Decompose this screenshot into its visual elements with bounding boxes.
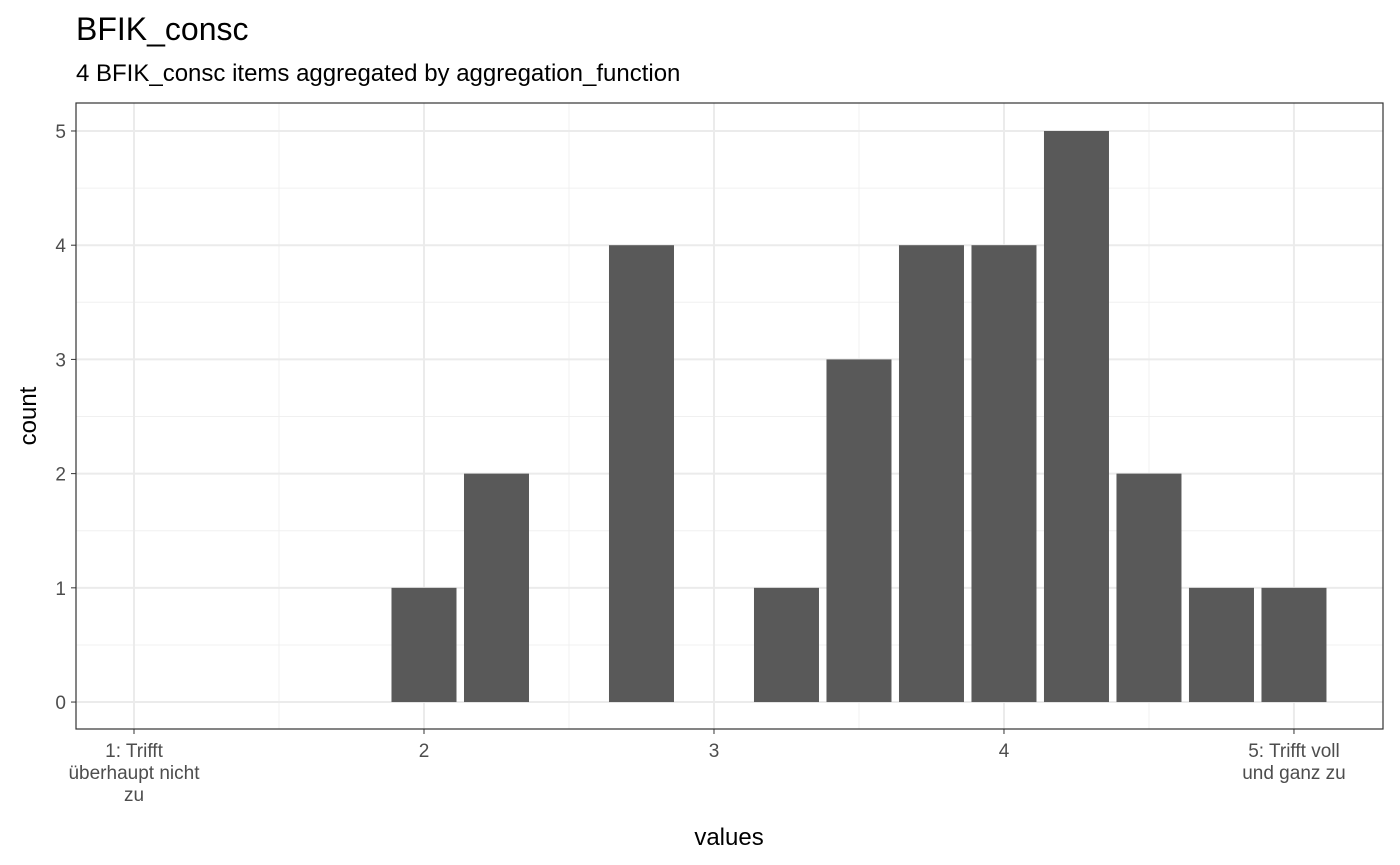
plot-background xyxy=(76,103,1383,729)
chart-subtitle: 4 BFIK_consc items aggregated by aggrega… xyxy=(76,60,680,87)
x-tick-label: 1: Trifft überhaupt nicht zu xyxy=(68,741,200,806)
bar xyxy=(608,245,674,703)
x-tick-label: 2 xyxy=(419,741,430,762)
bar xyxy=(463,473,529,703)
x-tick-label: 5: Trifft voll und ganz zu xyxy=(1242,741,1346,784)
y-tick-label: 0 xyxy=(55,693,66,714)
x-tick-label: 3 xyxy=(709,741,720,762)
y-axis-label: count xyxy=(15,386,42,445)
chart-title: BFIK_consc xyxy=(76,11,249,47)
y-tick-label: 5 xyxy=(55,122,66,143)
bar xyxy=(1116,473,1182,703)
y-tick-label: 3 xyxy=(55,350,66,371)
y-tick-label: 1 xyxy=(55,579,66,600)
plot-border xyxy=(75,102,1384,730)
y-tick-label: 2 xyxy=(55,465,66,486)
bar xyxy=(971,245,1037,703)
x-axis-label: values xyxy=(694,824,763,851)
bar xyxy=(898,245,964,703)
bar xyxy=(1261,587,1327,703)
bar xyxy=(391,587,457,703)
bar xyxy=(826,359,892,703)
bar xyxy=(1188,587,1254,703)
x-tick-label: 4 xyxy=(999,741,1010,762)
bar xyxy=(753,587,819,703)
bar xyxy=(1043,130,1109,703)
y-tick-label: 4 xyxy=(55,236,66,257)
